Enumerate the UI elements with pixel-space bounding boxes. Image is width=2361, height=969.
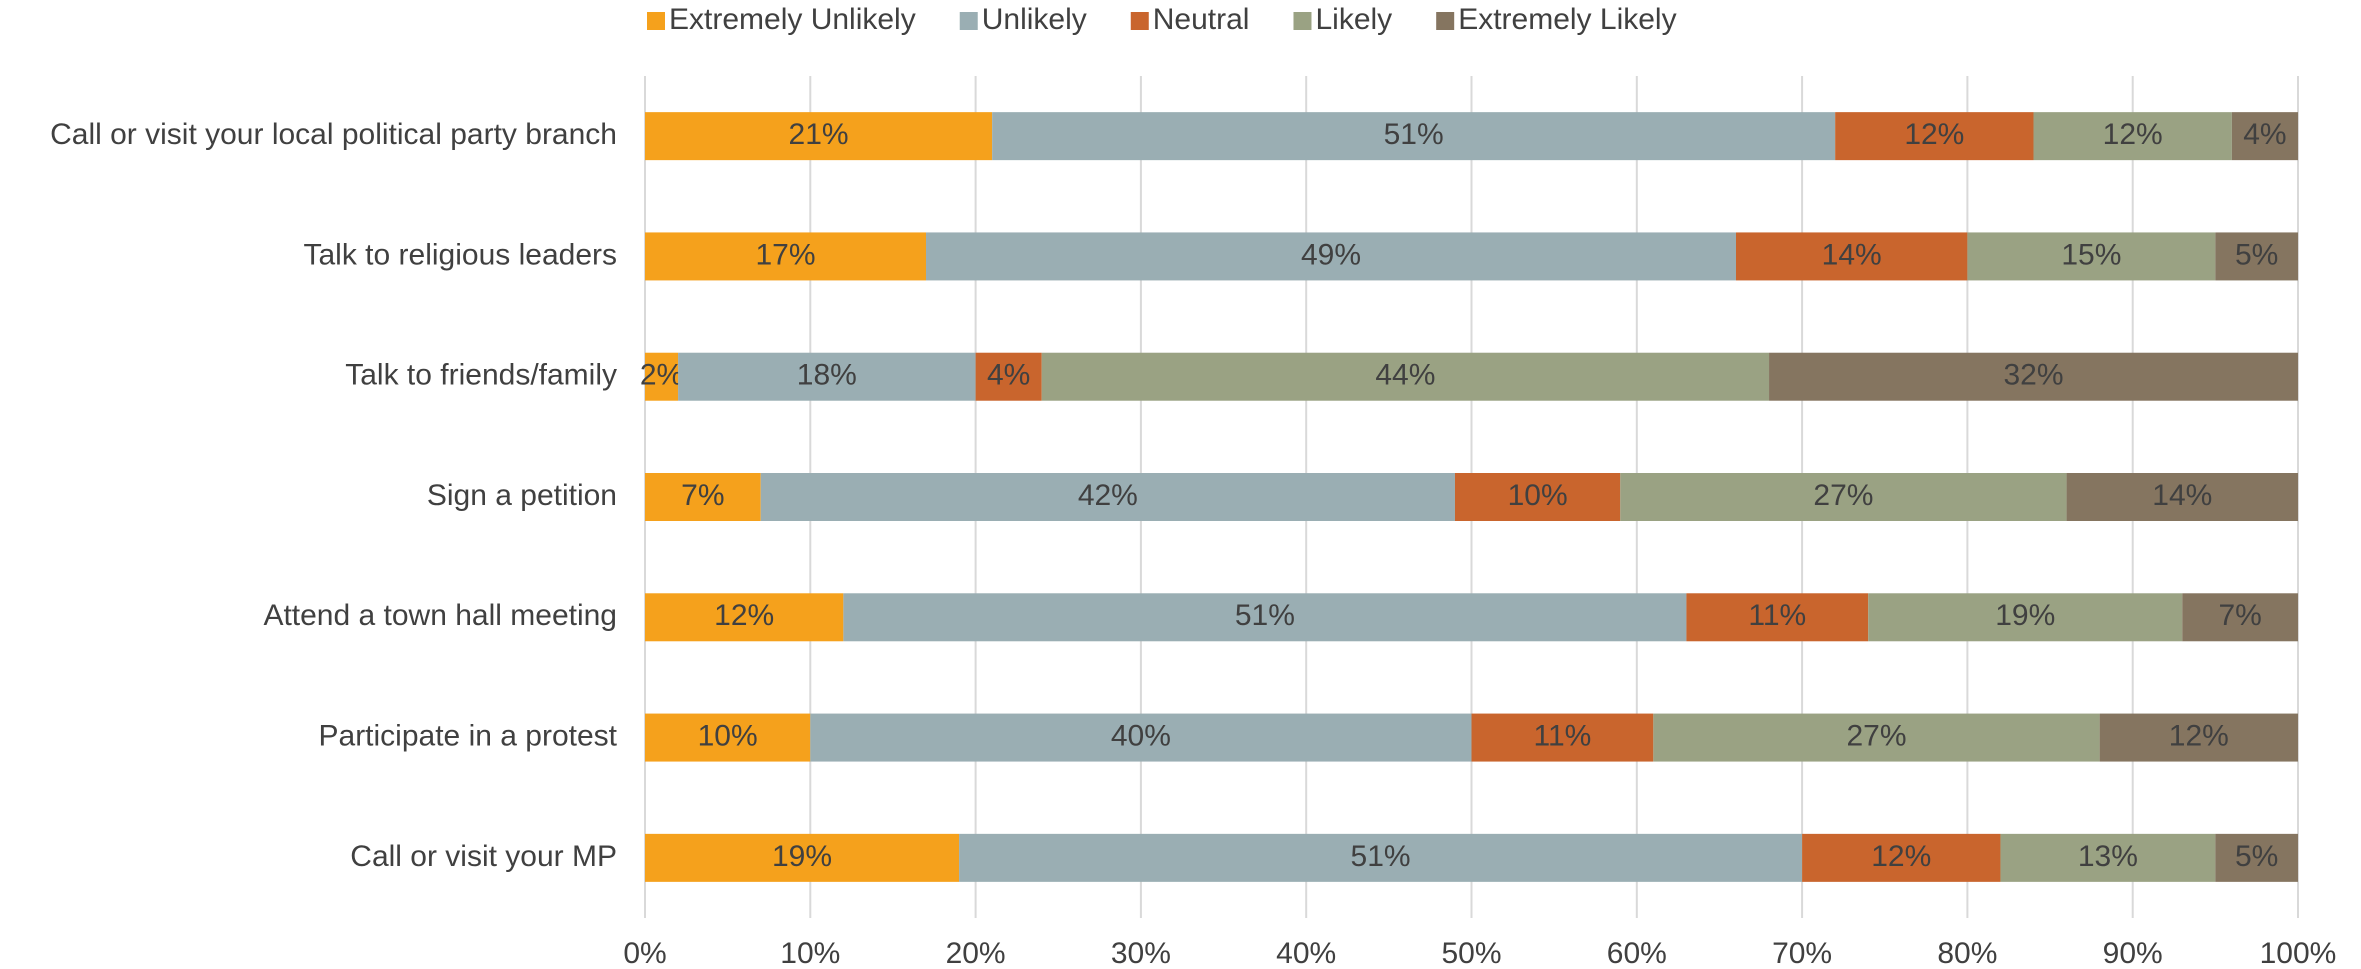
value-label: 12% bbox=[1904, 118, 1964, 151]
legend-label: Unlikely bbox=[982, 3, 1087, 36]
x-tick-label: 90% bbox=[2103, 937, 2163, 969]
bar-segment bbox=[2000, 833, 2216, 882]
bar-segment bbox=[2215, 232, 2298, 281]
bar-segment bbox=[2033, 112, 2232, 161]
legend-label: Extremely Likely bbox=[1458, 3, 1676, 36]
x-tick-label: 20% bbox=[946, 937, 1006, 969]
bar-segment bbox=[1967, 232, 2216, 281]
value-label: 40% bbox=[1111, 719, 1171, 752]
legend-swatch bbox=[1130, 12, 1149, 30]
value-label: 19% bbox=[772, 840, 832, 873]
bar-segment bbox=[2182, 593, 2298, 642]
category-label: Talk to friends/family bbox=[345, 359, 617, 392]
value-label: 5% bbox=[2235, 238, 2278, 271]
value-label: 51% bbox=[1235, 599, 1295, 632]
bar-segment bbox=[926, 232, 1736, 281]
x-tick-label: 80% bbox=[1937, 937, 1997, 969]
value-label: 14% bbox=[2152, 479, 2212, 512]
value-label: 5% bbox=[2235, 840, 2278, 873]
bar-segment bbox=[2066, 473, 2298, 521]
value-label: 32% bbox=[2003, 359, 2063, 392]
value-label: 49% bbox=[1301, 238, 1361, 271]
value-label: 7% bbox=[681, 479, 724, 512]
bar-segment bbox=[645, 112, 993, 161]
x-tick-label: 50% bbox=[1441, 937, 1501, 969]
value-label: 15% bbox=[2061, 238, 2121, 271]
value-label: 10% bbox=[698, 719, 758, 752]
x-tick-label: 60% bbox=[1607, 937, 1667, 969]
bar-segment bbox=[1802, 833, 2001, 882]
x-tick-label: 70% bbox=[1772, 937, 1832, 969]
bar-segment bbox=[1686, 593, 1869, 642]
legend-swatch bbox=[647, 12, 665, 30]
category-label: Sign a petition bbox=[427, 479, 617, 512]
bar-segment bbox=[1620, 473, 2067, 521]
bar-segment bbox=[843, 593, 1687, 642]
value-label: 13% bbox=[2078, 840, 2138, 873]
bar-segment bbox=[1454, 473, 1621, 521]
x-tick-label: 40% bbox=[1276, 937, 1336, 969]
bar-segment bbox=[645, 833, 960, 882]
category-label: Talk to religious leaders bbox=[304, 238, 618, 271]
bar-segment bbox=[645, 593, 844, 642]
value-label: 17% bbox=[755, 238, 815, 271]
legend-label: Neutral bbox=[1153, 3, 1250, 36]
bar-segment bbox=[645, 352, 679, 401]
bar-segment bbox=[760, 473, 1455, 521]
bar-segment bbox=[1769, 352, 2298, 401]
value-label: 21% bbox=[789, 118, 849, 151]
bar-segment bbox=[810, 713, 1472, 762]
bar-segment bbox=[1653, 713, 2100, 762]
bar-segment bbox=[2215, 833, 2298, 882]
value-label: 51% bbox=[1351, 840, 1411, 873]
legend-swatch bbox=[1293, 12, 1312, 30]
bar-segment bbox=[645, 232, 927, 281]
x-tick-label: 30% bbox=[1111, 937, 1171, 969]
value-label: 11% bbox=[1534, 719, 1592, 752]
value-label: 7% bbox=[2218, 599, 2261, 632]
bar-segment bbox=[678, 352, 976, 401]
category-label: Call or visit your MP bbox=[350, 840, 617, 873]
value-label: 12% bbox=[2169, 719, 2229, 752]
value-label: 42% bbox=[1078, 479, 1138, 512]
value-label: 14% bbox=[1822, 238, 1882, 271]
x-tick-label: 100% bbox=[2260, 937, 2337, 969]
bar-segment bbox=[645, 713, 811, 762]
category-label: Call or visit your local political party… bbox=[50, 118, 617, 151]
value-label: 10% bbox=[1508, 479, 1568, 512]
bar-segment bbox=[1471, 713, 1654, 762]
value-label: 18% bbox=[797, 359, 857, 392]
bar-segment bbox=[1835, 112, 2034, 161]
category-label: Participate in a protest bbox=[319, 719, 618, 752]
value-label: 12% bbox=[2103, 118, 2163, 151]
bar-segment bbox=[2099, 713, 2298, 762]
value-label: 12% bbox=[714, 599, 774, 632]
value-label: 27% bbox=[1846, 719, 1906, 752]
value-label: 4% bbox=[2243, 118, 2286, 151]
bar-segment bbox=[1041, 352, 1770, 401]
bar-segment bbox=[959, 833, 1803, 882]
value-label: 12% bbox=[1871, 840, 1931, 873]
bar-segment bbox=[1735, 232, 1968, 281]
bar-segment bbox=[992, 112, 1836, 161]
value-label: 2% bbox=[640, 359, 683, 392]
value-label: 44% bbox=[1375, 359, 1435, 392]
category-label: Attend a town hall meeting bbox=[263, 599, 617, 632]
legend-swatch bbox=[959, 12, 978, 30]
value-label: 27% bbox=[1813, 479, 1873, 512]
value-label: 19% bbox=[1995, 599, 2055, 632]
bar-segment bbox=[2231, 112, 2298, 161]
value-label: 51% bbox=[1384, 118, 1444, 151]
value-label: 4% bbox=[987, 359, 1030, 392]
bar-segment bbox=[1868, 593, 2183, 642]
legend-label: Likely bbox=[1315, 3, 1392, 36]
value-label: 11% bbox=[1748, 599, 1806, 632]
x-tick-label: 10% bbox=[780, 937, 840, 969]
x-tick-label: 0% bbox=[623, 937, 666, 969]
bar-segment bbox=[645, 473, 761, 521]
legend-swatch bbox=[1436, 12, 1455, 30]
legend-label: Extremely Unlikely bbox=[669, 3, 916, 36]
bar-segment bbox=[975, 352, 1042, 401]
